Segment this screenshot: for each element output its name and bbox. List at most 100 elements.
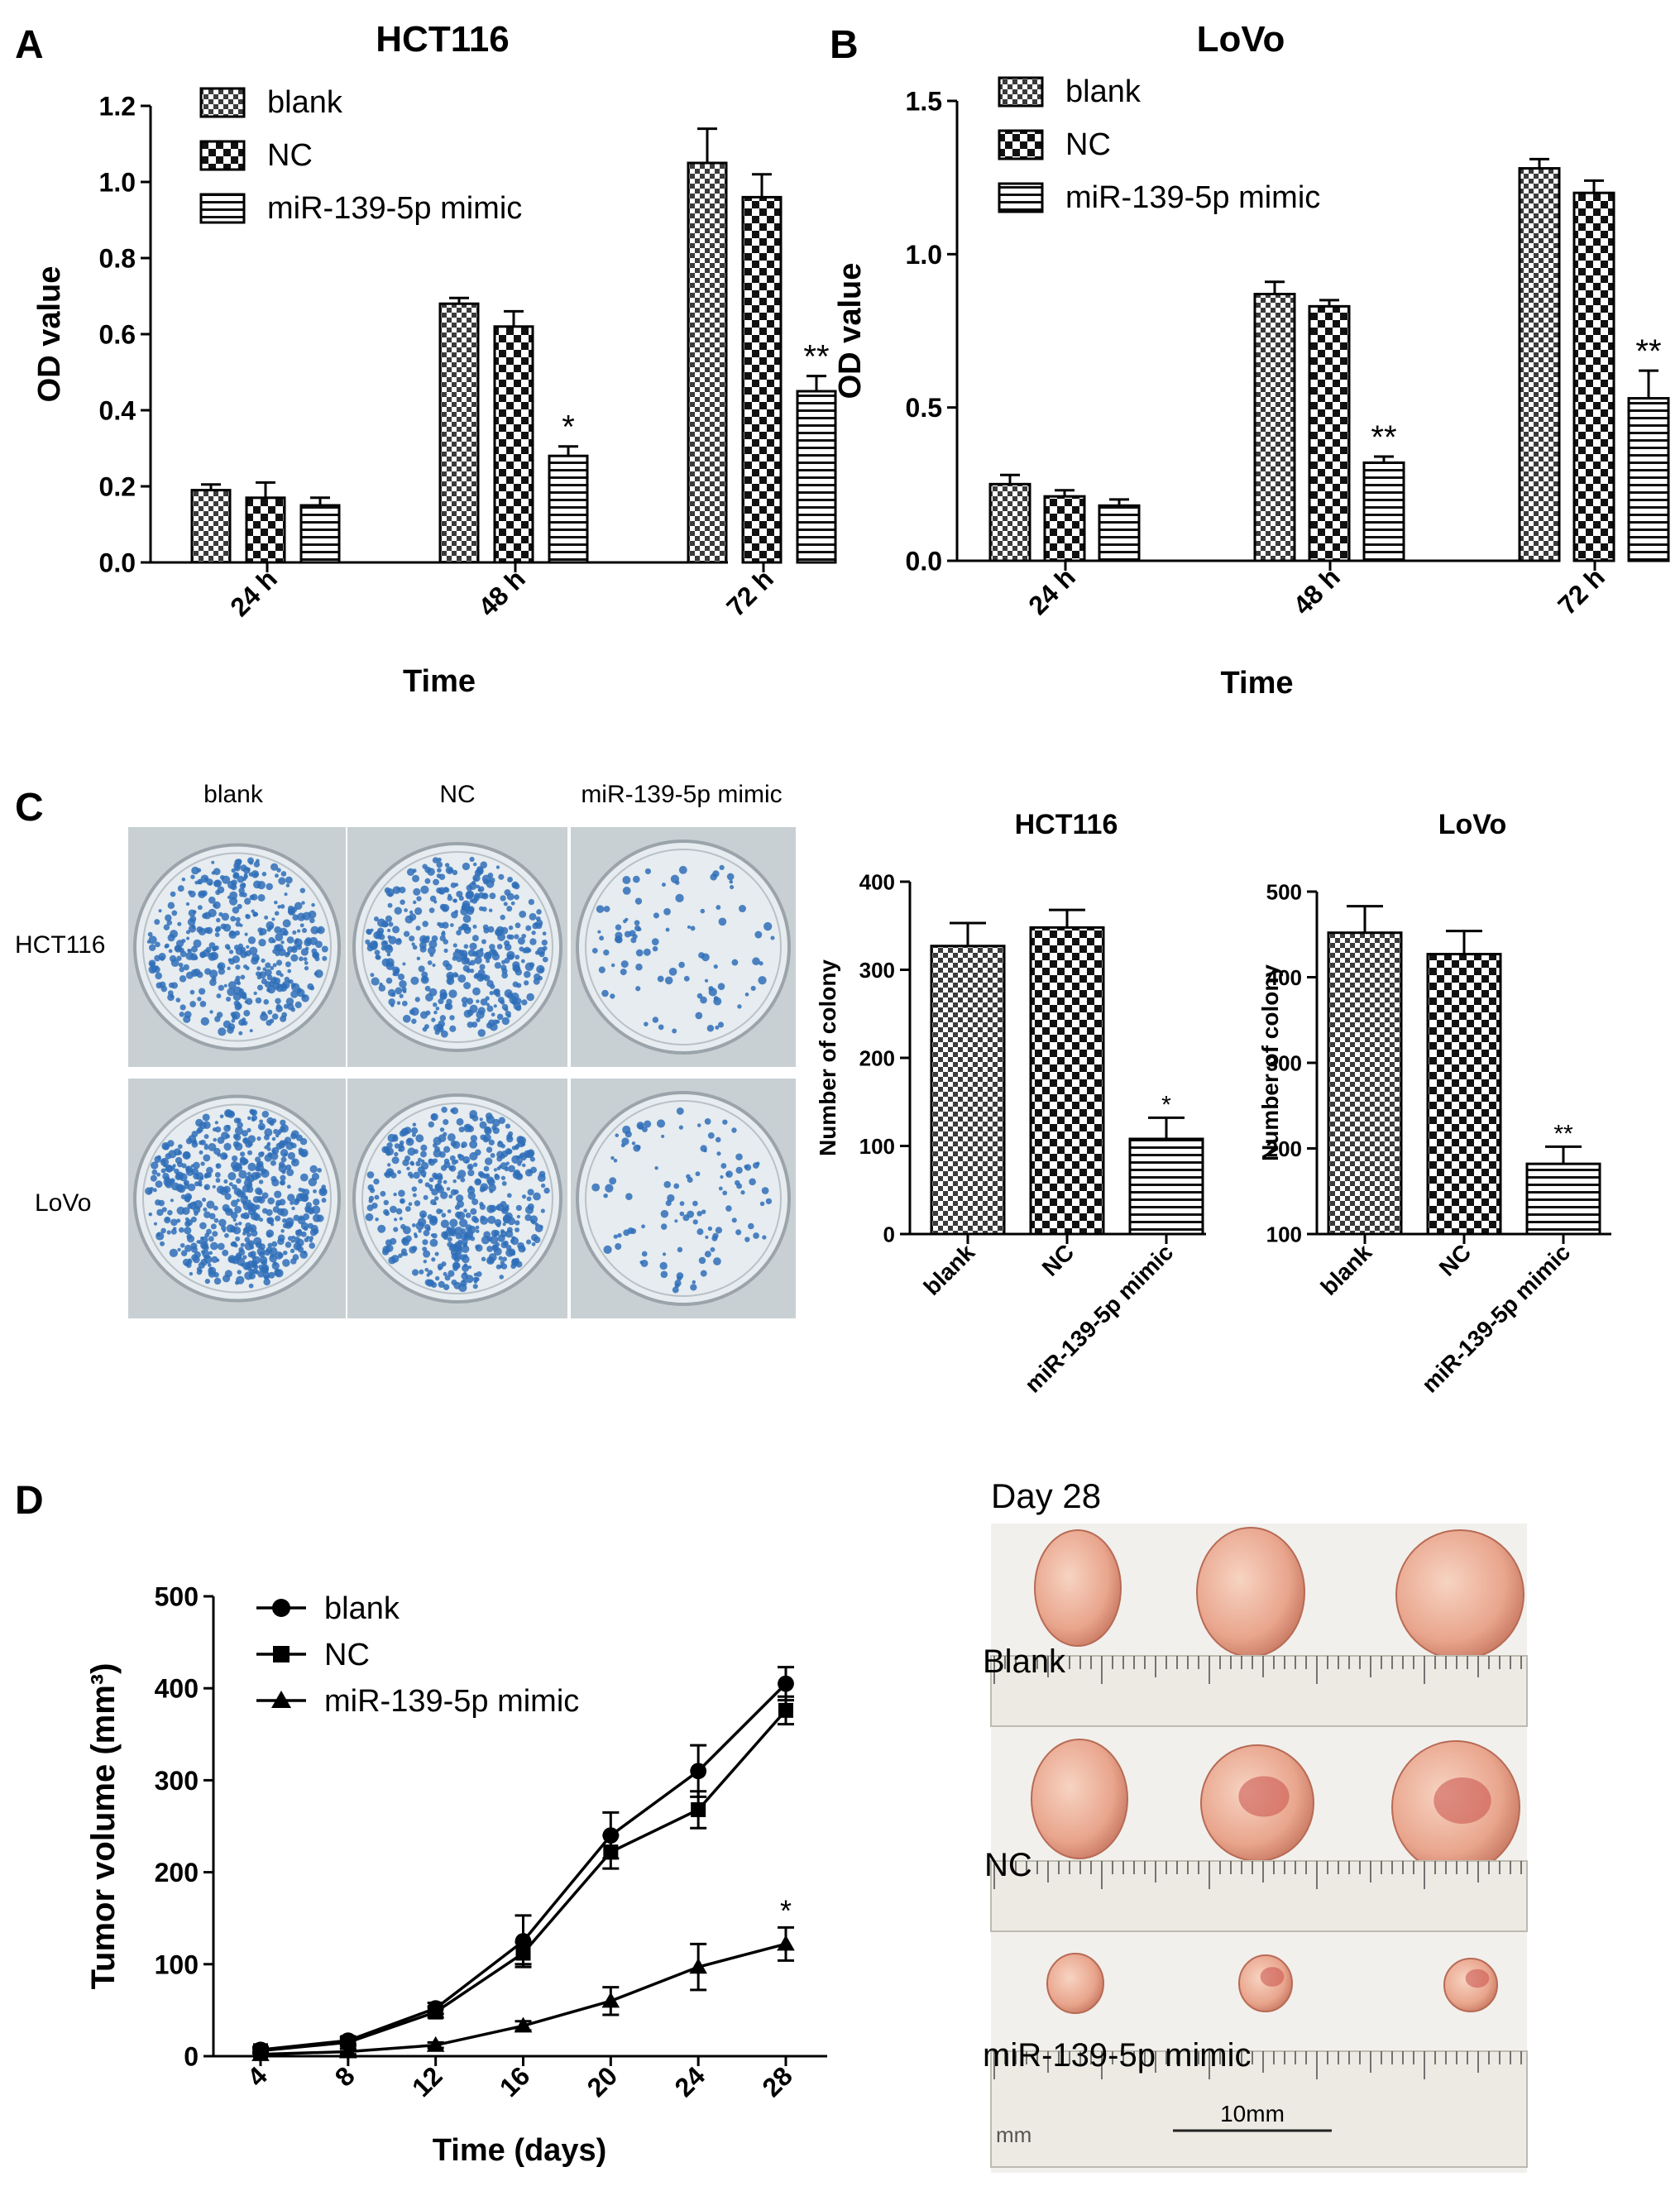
colony-dot — [401, 1248, 407, 1255]
colony-dot — [271, 1013, 279, 1020]
colony-dot — [507, 1216, 511, 1220]
colony-dot — [463, 1009, 472, 1018]
colony-dot — [477, 1029, 486, 1037]
colony-dot — [217, 1242, 225, 1251]
colony-dot — [452, 943, 457, 948]
chart-a-legend-label-nc: NC — [267, 138, 313, 173]
colony-dot — [225, 1134, 231, 1139]
colony-dot — [431, 1017, 436, 1022]
colony-dot — [507, 877, 513, 883]
colony-dot — [281, 1012, 288, 1018]
colony-dot — [422, 863, 428, 869]
colony-dot — [243, 951, 248, 956]
colony-dot — [223, 923, 232, 932]
colony-dot — [287, 969, 292, 974]
chart-b-od-lovo: LoVo 0.0 0.5 1.0 1.5 24 h 48 h 72 h ** ** Time OD v… — [833, 19, 1670, 701]
colony-dot — [259, 1217, 264, 1222]
colony-dot — [204, 1278, 210, 1284]
chart-a-y-label: OD value — [32, 266, 67, 403]
colony-dot — [264, 1146, 268, 1150]
colony-dot — [201, 1250, 206, 1255]
petri-dish-lovo-mir-139-5p-mimic — [576, 1091, 791, 1306]
colony-dot — [182, 1207, 190, 1215]
colony-dot — [443, 948, 448, 953]
colony-dot — [471, 1215, 478, 1222]
colony-dot — [467, 1021, 474, 1028]
tumor-label-nc: NC — [984, 1847, 1032, 1883]
colony-dot — [170, 891, 176, 897]
chart-d-y-tick-label: 400 — [155, 1674, 199, 1704]
colony-dot — [453, 1256, 460, 1263]
colony-dot — [300, 948, 309, 956]
colony-dot — [179, 1012, 184, 1017]
petri-dish-rim-lovo-nc — [361, 1103, 553, 1294]
colony-dot — [526, 993, 534, 1002]
colony-dot — [660, 1223, 668, 1230]
colony-dot — [388, 1256, 396, 1265]
colony-dot — [193, 1206, 201, 1214]
colony-dot — [722, 1190, 728, 1196]
chart-a-bar-48-h-mir-139-5p-mimic — [548, 454, 589, 564]
chart-b-y-label: OD value — [833, 263, 868, 399]
colony-dot — [700, 996, 707, 1004]
colony-dot — [469, 969, 475, 974]
colony-dot — [198, 890, 206, 899]
chart-a-x-tick-label: 48 h — [472, 563, 531, 622]
colony-dot — [477, 1007, 486, 1015]
colony-dot — [452, 955, 457, 961]
colony-dot — [282, 1259, 290, 1267]
colony-dot — [469, 1110, 478, 1118]
colony-dot — [455, 1246, 462, 1253]
colony-dot — [474, 892, 481, 899]
colony-dot — [275, 1003, 281, 1010]
colony-dot — [495, 1019, 500, 1024]
colony-dot — [511, 1146, 517, 1151]
colony-dot — [234, 1142, 243, 1151]
colony-dot — [665, 927, 670, 932]
colony-dot — [395, 987, 403, 995]
panel-letter-a: A — [15, 23, 44, 67]
colony-dot — [208, 896, 216, 904]
colony-dot — [687, 1177, 693, 1184]
colony-dot — [467, 1169, 475, 1177]
colony-dot — [644, 1120, 652, 1128]
colony-dot — [670, 874, 680, 883]
colony-dot — [386, 928, 391, 933]
colony-dot — [737, 1004, 742, 1009]
chart-a-bar-24-h-blank — [190, 489, 232, 564]
colony-dot — [199, 988, 206, 995]
colony-dot — [434, 1251, 439, 1256]
tumor-label-blank: Blank — [983, 1643, 1066, 1680]
colony-dot — [369, 1188, 376, 1194]
chart-b-bar-72-h-mir-139-5p-mimic — [1627, 397, 1670, 562]
colony-dot — [725, 1205, 732, 1212]
colony-dot — [690, 1284, 697, 1291]
colony-dot — [613, 1158, 618, 1163]
colony-dot — [253, 991, 257, 996]
colony-dot — [447, 1237, 452, 1242]
colony-dot — [635, 986, 641, 992]
colony-dot — [290, 954, 299, 962]
colony-dot — [375, 1217, 379, 1222]
colony-dot — [213, 1205, 218, 1211]
colony-dot — [216, 1164, 220, 1168]
colony-dot — [193, 955, 199, 960]
colony-dot — [275, 1215, 281, 1222]
colony-dot — [739, 905, 747, 913]
colony-dot — [463, 982, 471, 990]
colony-dot — [449, 1155, 456, 1161]
colony-dot — [370, 973, 375, 978]
colony-dot — [498, 1117, 505, 1124]
colony-dot — [715, 1025, 720, 1030]
colony-dot — [161, 1207, 167, 1213]
chart-a-od-hct116: HCT116 0.0 0.2 0.4 0.6 0.8 1.0 1.2 24 h 48 h 72 h *… — [32, 19, 837, 699]
colony-dot — [261, 1168, 267, 1174]
colony-dot — [410, 976, 419, 985]
colony-dot — [496, 1013, 504, 1021]
chart-d-point-mir-139-5p-mimic — [251, 2045, 270, 2061]
colony-dot — [499, 1275, 505, 1280]
colony-dot — [740, 1190, 745, 1195]
colony-dot — [249, 946, 258, 955]
colony-dot — [392, 886, 401, 894]
colony-dot — [444, 1275, 451, 1281]
